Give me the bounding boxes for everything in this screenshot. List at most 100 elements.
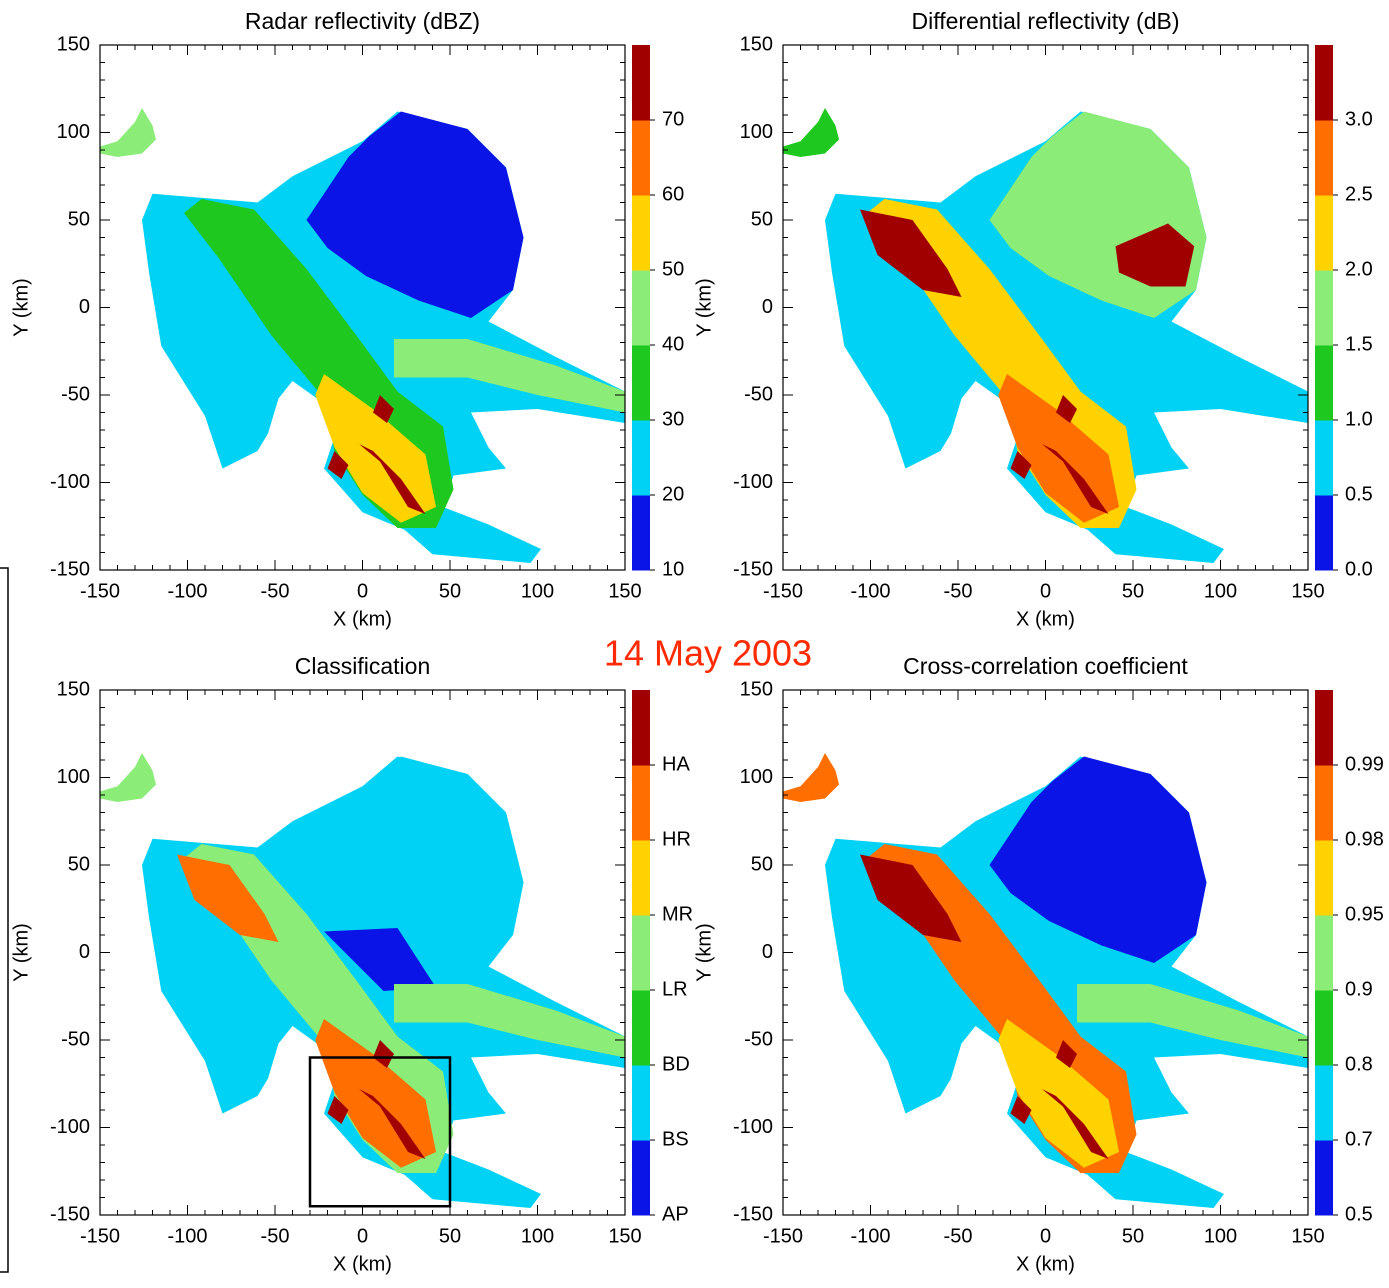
x-tick-label: -150 [80, 580, 120, 602]
colorbar-band [632, 840, 650, 916]
colorbar-label: BS [662, 1128, 689, 1150]
x-tick-label: 50 [1122, 1225, 1144, 1247]
colorbar-band [632, 1140, 650, 1216]
colorbar-label: 40 [662, 333, 684, 355]
frame-edge [0, 567, 9, 1273]
colorbar-label: 30 [662, 408, 684, 430]
panel-title: Differential reflectivity (dB) [912, 8, 1180, 34]
y-tick-label: 150 [57, 33, 90, 55]
highlight-box [308, 1056, 452, 1208]
y-tick-label: -150 [733, 1203, 773, 1225]
colorbar-label: 20 [662, 483, 684, 505]
colorbar-label: BD [662, 1053, 690, 1075]
colorbar-label: 60 [662, 183, 684, 205]
colorbar-label: 70 [662, 108, 684, 130]
panel-title: Cross-correlation coefficient [903, 653, 1188, 679]
y-tick-label: 100 [740, 121, 773, 143]
y-tick-label: -100 [50, 1116, 90, 1138]
x-tick-label: 100 [1204, 1225, 1237, 1247]
y-tick-label: -150 [733, 558, 773, 580]
colorbar-label: 50 [662, 258, 684, 280]
y-tick-label: 50 [751, 853, 773, 875]
y-tick-label: 100 [57, 766, 90, 788]
colorbar-band [632, 765, 650, 841]
colorbar-band [1315, 420, 1333, 496]
colorbar-band [1315, 1065, 1333, 1141]
y-tick-label: -50 [744, 383, 773, 405]
x-tick-label: 100 [521, 1225, 554, 1247]
y-tick-label: 50 [68, 853, 90, 875]
x-tick-label: -50 [944, 1225, 973, 1247]
radar-field [100, 753, 625, 1208]
colorbar-band [632, 1065, 650, 1141]
radar-field [783, 108, 1308, 563]
y-tick-label: -100 [50, 471, 90, 493]
x-tick-label: -50 [944, 580, 973, 602]
y-tick-label: 150 [740, 678, 773, 700]
colorbar-band [632, 495, 650, 571]
colorbar-band [1315, 345, 1333, 421]
x-tick-label: -150 [763, 1225, 803, 1247]
x-tick-label: 50 [1122, 580, 1144, 602]
colorbar-label: 0.98 [1345, 828, 1384, 850]
y-tick-label: 150 [57, 678, 90, 700]
x-tick-label: 0 [1040, 1225, 1051, 1247]
x-tick-label: -50 [261, 580, 290, 602]
colorbar-label: 1.5 [1345, 333, 1373, 355]
x-tick-label: 0 [357, 1225, 368, 1247]
x-tick-label: 50 [439, 580, 461, 602]
colorbar-label: 0.7 [1345, 1128, 1373, 1150]
colorbar-label: 1.0 [1345, 408, 1373, 430]
y-tick-label: 50 [751, 208, 773, 230]
colorbar-band [1315, 495, 1333, 571]
colorbar-band [1315, 990, 1333, 1066]
colorbar-label: 0.95 [1345, 903, 1384, 925]
y-tick-label: -50 [61, 1028, 90, 1050]
x-tick-label: -100 [850, 580, 890, 602]
x-axis-label: X (km) [333, 608, 392, 630]
colorbar-label: 2.5 [1345, 183, 1373, 205]
colorbar-band [1315, 1140, 1333, 1216]
x-tick-label: 50 [439, 1225, 461, 1247]
colorbar-label: HR [662, 828, 691, 850]
x-tick-label: 150 [1291, 1225, 1324, 1247]
radar-field [783, 753, 1308, 1208]
x-tick-label: 100 [521, 580, 554, 602]
colorbar-label: MR [662, 903, 693, 925]
x-axis-label: X (km) [1016, 608, 1075, 630]
colorbar-band [1315, 45, 1333, 121]
y-tick-label: -100 [733, 471, 773, 493]
y-tick-label: -100 [733, 1116, 773, 1138]
colorbar-band [1315, 765, 1333, 841]
colorbar-band [632, 45, 650, 121]
colorbar-band [632, 420, 650, 496]
colorbar-band [632, 990, 650, 1066]
panel-title: Classification [295, 653, 431, 679]
colorbar-label: 0.0 [1345, 558, 1373, 580]
figure-title: 14 May 2003 [604, 633, 812, 674]
colorbar-label: 0.5 [1345, 483, 1373, 505]
colorbar-label: LR [662, 978, 688, 1000]
x-tick-label: 150 [1291, 580, 1324, 602]
x-tick-label: -50 [261, 1225, 290, 1247]
x-tick-label: 0 [357, 580, 368, 602]
colorbar-band [1315, 840, 1333, 916]
colorbar-band [632, 345, 650, 421]
x-tick-label: 0 [1040, 580, 1051, 602]
colorbar-band [632, 915, 650, 991]
colorbar-band [1315, 690, 1333, 766]
colorbar-label: 3.0 [1345, 108, 1373, 130]
colorbar-label: 0.99 [1345, 753, 1384, 775]
colorbar-label: 0.8 [1345, 1053, 1373, 1075]
y-tick-label: 100 [57, 121, 90, 143]
panel-title: Radar reflectivity (dBZ) [245, 8, 480, 34]
x-tick-label: 100 [1204, 580, 1237, 602]
colorbar-band [1315, 195, 1333, 271]
y-tick-label: 0 [762, 941, 773, 963]
radar-field [100, 108, 625, 563]
colorbar-label: 0.9 [1345, 978, 1373, 1000]
x-tick-label: -150 [763, 580, 803, 602]
colorbar-band [1315, 270, 1333, 346]
colorbar-band [632, 120, 650, 196]
